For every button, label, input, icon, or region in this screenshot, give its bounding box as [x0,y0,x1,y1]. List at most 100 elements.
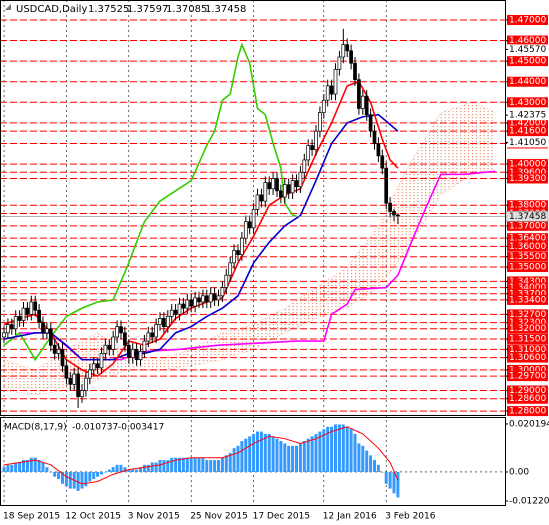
candle-body [25,307,30,315]
main-panel-border [0,0,506,416]
candle-body [376,143,381,157]
level-label: 1.38000 [509,201,546,211]
level-label: 1.32300 [509,318,546,328]
macd-bar [295,445,298,472]
macd-bar [388,471,392,489]
macd-bar [256,431,259,472]
x-tick-label: 3 Nov 2015 [128,512,180,522]
macd-bar [41,462,45,472]
macd-bar [57,471,61,480]
macd-bar [392,471,396,494]
candle-body [119,326,123,334]
candle-body [72,373,77,385]
macd-bar [384,471,388,484]
level-label-box [507,35,548,46]
macd-bar [25,460,29,472]
candle-body [275,178,279,192]
candle-body [76,373,80,398]
macd-bar [49,471,53,473]
candle-body [107,344,112,350]
candle-body [384,167,389,204]
macd-bar [267,433,271,472]
level-label-box [507,261,548,272]
candle-body [294,180,299,188]
candle-body [243,221,248,239]
macd-bar [142,464,146,472]
candle-body [181,303,186,309]
macd-bar [240,441,244,472]
macd-bar [181,457,185,472]
macd-bar [76,471,80,491]
candle-body [216,295,221,301]
macd-bar [334,424,337,472]
macd-bar [53,471,57,477]
level-label: 1.31500 [509,335,546,345]
candle-body [165,316,170,328]
level-label-box [507,276,548,287]
macd-bar [14,462,18,472]
candle-body [282,184,287,198]
macd-signal-value: -0.003417 [118,423,164,433]
level-label: 1.31000 [509,345,546,355]
candle-body [392,211,396,216]
header-open: 1.37525 [88,4,129,15]
macd-bar [135,469,139,472]
candle-body [224,274,229,288]
candle-body [201,295,205,303]
macd-bar [18,462,22,472]
candle-body [142,340,147,352]
macd-bar [228,452,232,472]
candle-body [13,316,18,330]
macd-bar [271,436,275,472]
candle-body [21,307,26,321]
x-tick-label: 25 Nov 2015 [190,512,248,522]
candle-body [263,182,268,202]
candle-body [236,250,240,255]
level-label: 1.30600 [509,353,546,363]
macd-bar [92,471,96,480]
candle-body [325,85,330,101]
candle-body [162,318,166,328]
macd-bar [96,471,100,477]
level-label: 1.42000 [509,118,546,128]
level-label-box [507,167,548,178]
candle-body [150,332,155,338]
level-label: 1.45000 [509,57,546,67]
candle-body [360,95,365,109]
macd-bar [178,457,181,472]
candle-body [193,297,197,307]
x-tick-label: 3 Feb 2016 [385,512,436,522]
x-tick-label: 18 Sep 2015 [3,512,60,522]
level-label-box [507,282,548,293]
macd-bar [373,460,376,472]
macd-bar [279,441,283,472]
indicator-line [3,113,399,361]
candle-body [259,194,264,202]
candle-body [9,324,14,330]
level-label: 1.37000 [509,221,546,231]
candle-body [341,44,346,58]
macd-bar [213,460,217,472]
level-label-box [507,317,548,328]
header-low: 1.37085 [166,4,207,15]
macd-bar [100,471,103,475]
macd-bar [103,471,107,473]
level-label: 1.33400 [509,295,546,305]
candle-body [37,309,41,323]
y-tick-label-bg [507,44,548,55]
macd-bar [37,460,41,472]
macd-bar [236,445,240,472]
candle-body [64,365,69,379]
level-label: 1.40000 [509,160,546,170]
candle-body [99,353,104,369]
level-label: 1.34300 [509,277,546,287]
candle-body [353,62,357,81]
candle-body [134,348,139,360]
candle-body [290,180,295,194]
macd-bar [127,469,131,472]
candle-body [111,336,116,350]
macd-bar [84,471,88,487]
macd-bar [361,445,365,472]
candle-body [228,262,233,276]
candle-body [337,56,342,70]
